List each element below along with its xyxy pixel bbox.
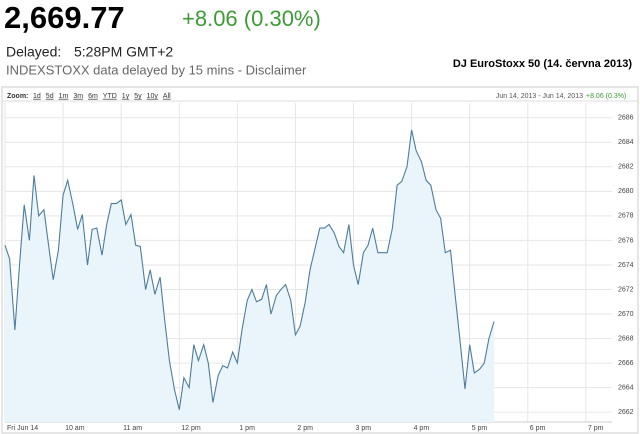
quote-time: 5:28PM GMT+2 bbox=[74, 44, 173, 60]
line bbox=[4, 129, 495, 410]
zoom-option[interactable]: 5y bbox=[134, 93, 142, 100]
zoom-option[interactable]: 10y bbox=[147, 93, 159, 100]
date-range: Jun 14, 2013 - Jun 14, 2013 bbox=[496, 93, 583, 100]
price: 2,669.77 bbox=[4, 0, 125, 35]
zoom-label: Zoom: bbox=[7, 93, 28, 100]
x-tick-label: 5 pm bbox=[472, 425, 488, 432]
y-tick-label: 2682 bbox=[618, 164, 634, 171]
y-tick-label: 2666 bbox=[618, 360, 634, 367]
chart-title: DJ EuroStoxx 50 (14. června 2013) bbox=[453, 58, 632, 70]
zoom-option[interactable]: 1m bbox=[59, 93, 69, 100]
y-tick-label: 2670 bbox=[618, 311, 634, 318]
x-tick-label: 2 pm bbox=[297, 425, 313, 432]
data-source: INDEXSTOXX data delayed by 15 mins - Dis… bbox=[6, 62, 307, 77]
zoom-option[interactable]: YTD bbox=[103, 93, 117, 100]
x-tick-label: 1 pm bbox=[239, 425, 255, 432]
zoom-option[interactable]: 1y bbox=[122, 93, 130, 100]
delayed-label: Delayed: bbox=[6, 44, 61, 60]
x-tick-label: 6 pm bbox=[530, 425, 546, 432]
range-change: +8.06 (0.3%) bbox=[586, 93, 626, 100]
x-tick-label: Fri Jun 14 bbox=[7, 425, 38, 432]
x-tick-label: 11 am bbox=[123, 425, 142, 432]
zoom-option[interactable]: 6m bbox=[88, 93, 98, 100]
y-tick-label: 2674 bbox=[618, 262, 634, 269]
zoom-option[interactable]: 5d bbox=[46, 93, 54, 100]
y-tick-label: 2668 bbox=[618, 335, 634, 342]
zoom-option[interactable]: 1d bbox=[33, 93, 41, 100]
x-tick-label: 3 pm bbox=[356, 425, 372, 432]
y-tick-label: 2676 bbox=[618, 237, 634, 244]
y-tick-label: 2664 bbox=[618, 384, 634, 391]
x-tick-label: 4 pm bbox=[414, 425, 430, 432]
y-tick-label: 2678 bbox=[618, 213, 634, 220]
x-tick-label: 12 pm bbox=[181, 425, 201, 432]
y-tick-label: 2680 bbox=[618, 188, 634, 195]
y-tick-label: 2662 bbox=[618, 409, 634, 416]
zoom-option[interactable]: 3m bbox=[73, 93, 83, 100]
x-tick-label: 10 am bbox=[65, 425, 85, 432]
y-tick-label: 2684 bbox=[618, 139, 634, 146]
price-change: +8.06 (0.30%) bbox=[182, 6, 321, 31]
y-tick-label: 2672 bbox=[618, 286, 634, 293]
y-tick-label: 2686 bbox=[618, 115, 634, 122]
zoom-option[interactable]: All bbox=[163, 93, 171, 100]
area bbox=[5, 130, 495, 422]
x-tick-label: 7 pm bbox=[588, 425, 604, 432]
